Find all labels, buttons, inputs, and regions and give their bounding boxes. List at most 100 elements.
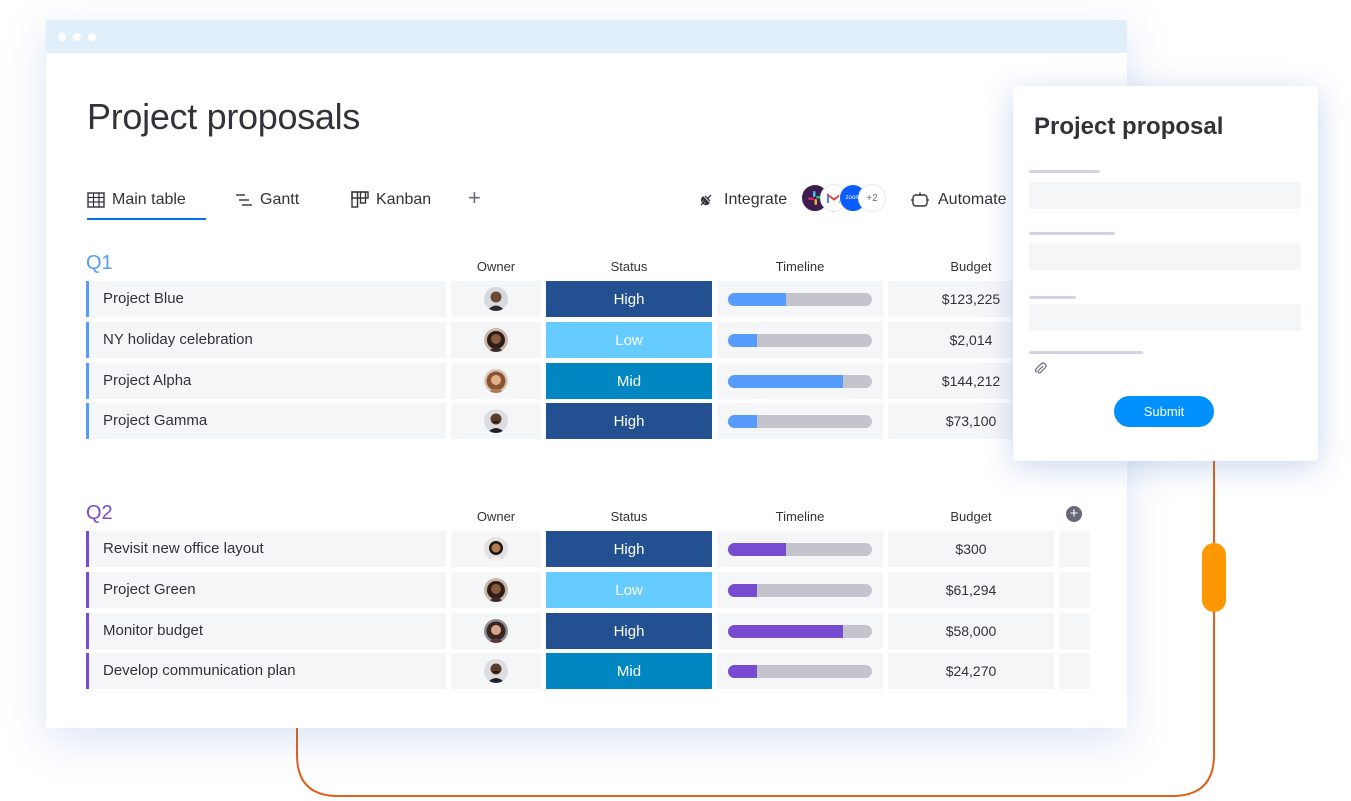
table-row[interactable]: Revisit new office layout High $300	[86, 531, 1096, 567]
status-cell[interactable]: High	[546, 613, 712, 649]
timeline-bar	[728, 543, 872, 556]
tab-kanban[interactable]: Kanban	[351, 184, 431, 216]
timeline-fill	[728, 334, 757, 347]
automate-button[interactable]: Automate	[910, 184, 1006, 216]
status-cell[interactable]: Low	[546, 572, 712, 608]
avatar	[484, 287, 508, 311]
avatar	[484, 328, 508, 352]
timeline-cell[interactable]	[717, 572, 883, 608]
budget-cell[interactable]: $61,294	[888, 572, 1054, 608]
table-icon	[87, 192, 105, 208]
column-header-owner[interactable]: Owner	[476, 259, 516, 274]
timeline-fill	[728, 415, 757, 428]
budget-cell[interactable]: $24,270	[888, 653, 1054, 689]
timeline-bar	[728, 665, 872, 678]
item-name: Monitor budget	[103, 622, 204, 639]
empty-cell	[1059, 653, 1090, 689]
field-label-placeholder	[1029, 170, 1100, 173]
owner-cell[interactable]	[451, 653, 541, 689]
more-integrations-badge[interactable]: +2	[858, 184, 886, 212]
timeline-bar	[728, 415, 872, 428]
connector-handle[interactable]	[1202, 543, 1226, 612]
timeline-cell[interactable]	[717, 653, 883, 689]
timeline-fill	[728, 293, 786, 306]
item-name-cell[interactable]: Project Blue	[86, 281, 446, 317]
integrate-label: Integrate	[724, 191, 788, 208]
form-input[interactable]	[1029, 182, 1301, 209]
empty-cell	[1059, 613, 1090, 649]
avatar	[484, 409, 508, 433]
timeline-bar	[728, 293, 872, 306]
column-header-budget[interactable]: Budget	[950, 259, 992, 274]
timeline-fill	[728, 543, 786, 556]
robot-icon	[911, 192, 929, 207]
owner-cell[interactable]	[451, 322, 541, 358]
timeline-cell[interactable]	[717, 322, 883, 358]
owner-cell[interactable]	[451, 531, 541, 567]
budget-cell[interactable]: $58,000	[888, 613, 1054, 649]
table-row[interactable]: Project Gamma High $73,100	[86, 403, 1096, 439]
submit-button[interactable]: Submit	[1114, 396, 1214, 427]
plug-icon	[700, 194, 712, 206]
timeline-cell[interactable]	[717, 403, 883, 439]
timeline-cell[interactable]	[717, 281, 883, 317]
status-cell[interactable]: Mid	[546, 363, 712, 399]
table-row[interactable]: NY holiday celebration Low $2,014	[86, 322, 1096, 358]
form-input[interactable]	[1029, 243, 1301, 270]
table-row[interactable]: Project Green Low $61,294	[86, 572, 1096, 608]
owner-cell[interactable]	[451, 613, 541, 649]
table-row[interactable]: Develop communication plan Mid $24,270	[86, 653, 1096, 689]
timeline-bar	[728, 334, 872, 347]
status-cell[interactable]: High	[546, 403, 712, 439]
form-input[interactable]	[1029, 304, 1301, 331]
column-header-budget[interactable]: Budget	[950, 509, 992, 524]
tab-main-table[interactable]: Main table	[87, 184, 206, 220]
owner-cell[interactable]	[451, 363, 541, 399]
timeline-fill	[728, 375, 843, 388]
item-name: Develop communication plan	[103, 662, 296, 679]
timeline-cell[interactable]	[717, 613, 883, 649]
column-header-status[interactable]: Status	[610, 259, 648, 274]
paperclip-icon[interactable]	[1034, 362, 1048, 376]
table-row[interactable]: Project Alpha Mid $144,212	[86, 363, 1096, 399]
integrate-button[interactable]: Integrate zoom +2	[697, 184, 886, 216]
tab-label: Kanban	[376, 191, 432, 208]
timeline-cell[interactable]	[717, 531, 883, 567]
status-cell[interactable]: Low	[546, 322, 712, 358]
budget-cell[interactable]: $300	[888, 531, 1054, 567]
status-cell[interactable]: High	[546, 281, 712, 317]
group-title[interactable]: Q1	[86, 252, 113, 274]
table-row[interactable]: Monitor budget High $58,000	[86, 613, 1096, 649]
timeline-cell[interactable]	[717, 363, 883, 399]
avatar	[484, 578, 508, 602]
automate-label: Automate	[938, 191, 1007, 208]
column-header-timeline[interactable]: Timeline	[775, 259, 825, 274]
item-name-cell[interactable]: Revisit new office layout	[86, 531, 446, 567]
timeline-fill	[728, 665, 757, 678]
timeline-fill	[728, 625, 843, 638]
owner-cell[interactable]	[451, 572, 541, 608]
item-name-cell[interactable]: Develop communication plan	[86, 653, 446, 689]
item-name-cell[interactable]: Monitor budget	[86, 613, 446, 649]
item-name-cell[interactable]: Project Gamma	[86, 403, 446, 439]
status-cell[interactable]: Mid	[546, 653, 712, 689]
item-name-cell[interactable]: Project Alpha	[86, 363, 446, 399]
empty-cell	[1059, 531, 1090, 567]
item-name-cell[interactable]: Project Green	[86, 572, 446, 608]
owner-cell[interactable]	[451, 281, 541, 317]
table-row[interactable]: Project Blue High $123,225	[86, 281, 1096, 317]
add-column-button[interactable]: +	[1066, 506, 1082, 522]
tab-gantt[interactable]: Gantt	[235, 184, 299, 216]
add-view-button[interactable]: +	[468, 185, 481, 210]
window-titlebar	[46, 20, 1127, 53]
status-cell[interactable]: High	[546, 531, 712, 567]
owner-cell[interactable]	[451, 403, 541, 439]
column-header-owner[interactable]: Owner	[476, 509, 516, 524]
field-label-placeholder	[1029, 232, 1115, 235]
column-header-status[interactable]: Status	[610, 509, 648, 524]
window-dot	[58, 33, 66, 41]
group-title[interactable]: Q2	[86, 502, 113, 524]
column-header-timeline[interactable]: Timeline	[775, 509, 825, 524]
item-name-cell[interactable]: NY holiday celebration	[86, 322, 446, 358]
